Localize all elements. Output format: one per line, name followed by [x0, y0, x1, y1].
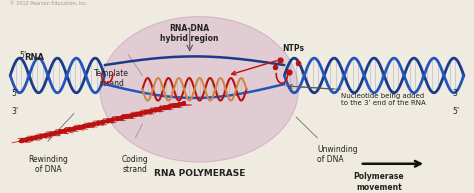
Text: 3’: 3’ [452, 89, 459, 98]
Text: Rewinding
of DNA: Rewinding of DNA [28, 155, 68, 174]
Text: RNA-DNA
hybrid region: RNA-DNA hybrid region [161, 24, 219, 43]
Text: RNA: RNA [24, 53, 45, 62]
Text: Polymerase
movement: Polymerase movement [354, 172, 404, 192]
Text: © 2012 Pearson Education, Inc.: © 2012 Pearson Education, Inc. [10, 1, 88, 6]
Text: 5’: 5’ [19, 51, 27, 60]
Text: RNA POLYMERASE: RNA POLYMERASE [154, 169, 245, 178]
Text: Unwinding
of DNA: Unwinding of DNA [318, 145, 358, 164]
Text: Nucleotide being added
to the 3’ end of the RNA: Nucleotide being added to the 3’ end of … [341, 93, 426, 106]
Ellipse shape [100, 17, 299, 162]
Text: 3’: 3’ [11, 107, 18, 116]
Text: Coding
strand: Coding strand [122, 155, 149, 174]
Text: 5’: 5’ [11, 89, 18, 98]
Text: 5’: 5’ [452, 107, 459, 116]
Text: NTPs: NTPs [283, 44, 305, 53]
Text: Template
strand: Template strand [94, 69, 129, 88]
